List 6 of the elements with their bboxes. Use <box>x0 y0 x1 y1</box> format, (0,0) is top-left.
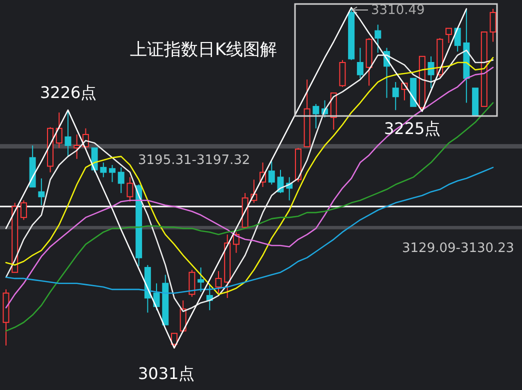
annotation: 3226点 <box>40 83 97 102</box>
text: 3031点 <box>138 364 195 383</box>
annotation: 3310.49 <box>371 3 425 18</box>
band-label: 3195.31-3197.32 <box>138 153 250 168</box>
text: 上证指数日K线图解 <box>130 40 278 60</box>
band-label: 3129.09-3130.23 <box>402 241 514 256</box>
